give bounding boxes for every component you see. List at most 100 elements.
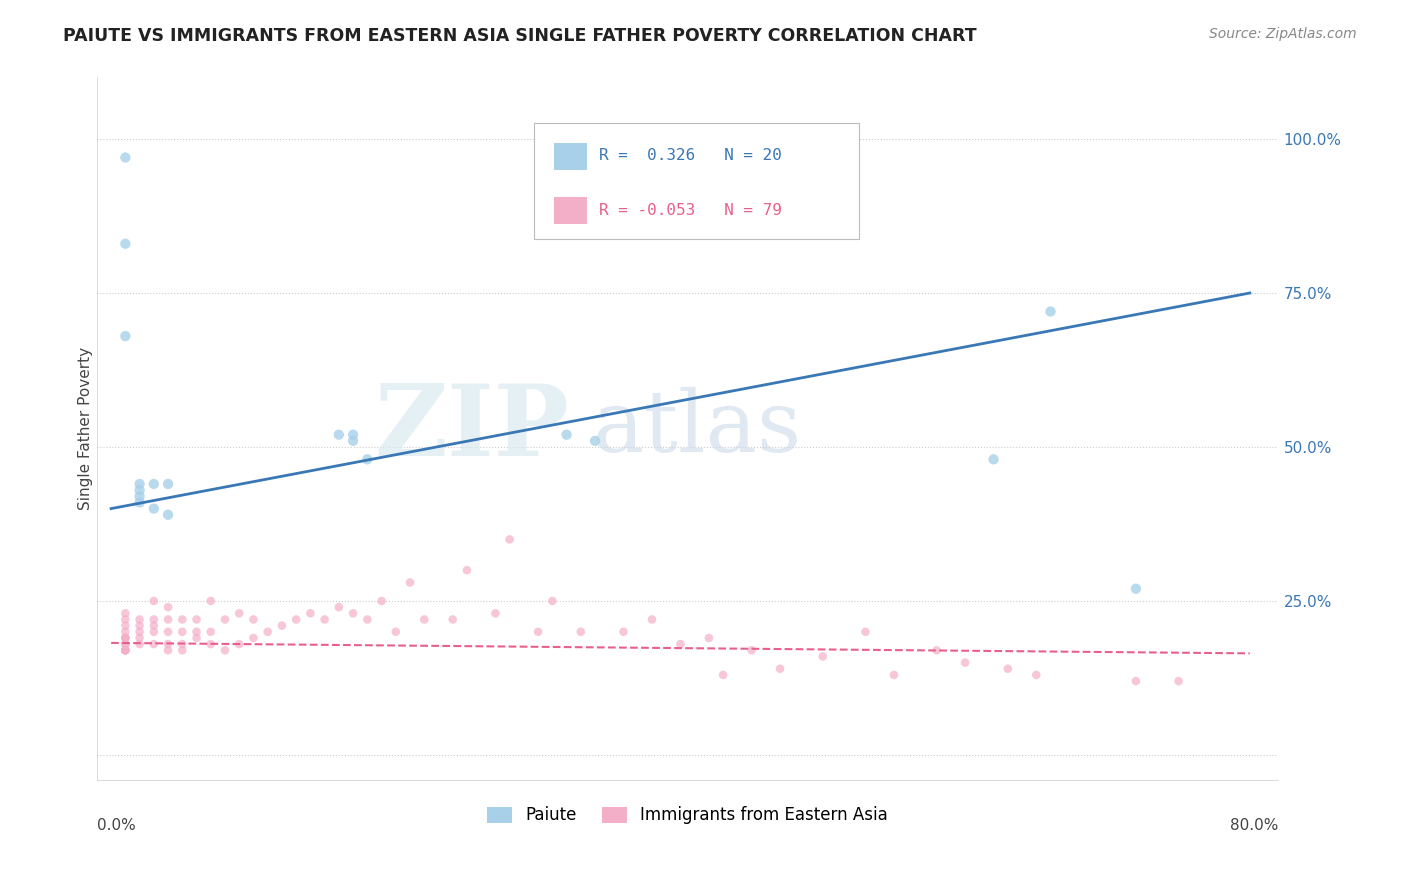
Point: [214, 612, 236, 626]
Point: [128, 624, 150, 639]
Point: [299, 607, 322, 621]
Point: [498, 533, 520, 547]
Point: [527, 624, 550, 639]
Point: [114, 631, 136, 645]
Point: [356, 452, 378, 467]
Point: [811, 649, 834, 664]
Point: [114, 631, 136, 645]
Point: [741, 643, 763, 657]
Point: [114, 236, 136, 251]
Point: [128, 618, 150, 632]
Text: 80.0%: 80.0%: [1230, 818, 1278, 833]
Point: [200, 624, 222, 639]
Point: [157, 477, 180, 491]
Point: [1125, 674, 1147, 689]
Point: [342, 607, 364, 621]
Point: [172, 612, 194, 626]
Point: [1125, 582, 1147, 596]
Point: [114, 631, 136, 645]
Point: [214, 643, 236, 657]
Point: [114, 607, 136, 621]
Legend: Paiute, Immigrants from Eastern Asia: Paiute, Immigrants from Eastern Asia: [481, 799, 894, 831]
Point: [142, 477, 165, 491]
Point: [186, 631, 208, 645]
Point: [484, 607, 506, 621]
Point: [441, 612, 464, 626]
Point: [200, 637, 222, 651]
Point: [242, 631, 264, 645]
Point: [157, 643, 180, 657]
Point: [128, 489, 150, 503]
Point: [157, 637, 180, 651]
Text: 0.0%: 0.0%: [97, 818, 135, 833]
Point: [228, 607, 250, 621]
Point: [256, 624, 278, 639]
Point: [114, 637, 136, 651]
Point: [114, 643, 136, 657]
Point: [328, 600, 350, 615]
Point: [883, 668, 905, 682]
Point: [342, 434, 364, 448]
Point: [356, 612, 378, 626]
Point: [200, 594, 222, 608]
Point: [128, 495, 150, 509]
Point: [142, 618, 165, 632]
Point: [1039, 304, 1062, 318]
Point: [555, 427, 578, 442]
Point: [697, 631, 720, 645]
Point: [128, 637, 150, 651]
Text: atlas: atlas: [593, 387, 803, 470]
Point: [953, 656, 976, 670]
Point: [142, 637, 165, 651]
Point: [114, 643, 136, 657]
Point: [314, 612, 336, 626]
Point: [711, 668, 734, 682]
Point: [157, 600, 180, 615]
Point: [157, 624, 180, 639]
Point: [983, 452, 1005, 467]
Point: [186, 624, 208, 639]
Text: PAIUTE VS IMMIGRANTS FROM EASTERN ASIA SINGLE FATHER POVERTY CORRELATION CHART: PAIUTE VS IMMIGRANTS FROM EASTERN ASIA S…: [63, 27, 977, 45]
Point: [242, 612, 264, 626]
Point: [328, 427, 350, 442]
Point: [128, 477, 150, 491]
Point: [128, 612, 150, 626]
Point: [114, 637, 136, 651]
Point: [413, 612, 436, 626]
Point: [370, 594, 392, 608]
Point: [1167, 674, 1189, 689]
Point: [855, 624, 877, 639]
Point: [641, 612, 664, 626]
Point: [128, 483, 150, 497]
Point: [114, 612, 136, 626]
Point: [172, 637, 194, 651]
Point: [384, 624, 406, 639]
Point: [157, 612, 180, 626]
Point: [925, 643, 948, 657]
Point: [1025, 668, 1047, 682]
Point: [114, 618, 136, 632]
Point: [172, 624, 194, 639]
Text: Source: ZipAtlas.com: Source: ZipAtlas.com: [1209, 27, 1357, 41]
Text: R = -0.053   N = 79: R = -0.053 N = 79: [599, 202, 782, 218]
Point: [114, 151, 136, 165]
Point: [172, 643, 194, 657]
Point: [769, 662, 792, 676]
Point: [128, 631, 150, 645]
Point: [456, 563, 478, 577]
FancyBboxPatch shape: [554, 143, 588, 169]
Point: [997, 662, 1019, 676]
Point: [186, 612, 208, 626]
Y-axis label: Single Father Poverty: Single Father Poverty: [79, 347, 93, 510]
Point: [228, 637, 250, 651]
Point: [114, 643, 136, 657]
Text: R =  0.326   N = 20: R = 0.326 N = 20: [599, 148, 782, 163]
Point: [271, 618, 294, 632]
Point: [569, 624, 592, 639]
Point: [114, 329, 136, 343]
Point: [399, 575, 422, 590]
Point: [114, 643, 136, 657]
Point: [142, 612, 165, 626]
Point: [142, 501, 165, 516]
FancyBboxPatch shape: [554, 197, 588, 224]
